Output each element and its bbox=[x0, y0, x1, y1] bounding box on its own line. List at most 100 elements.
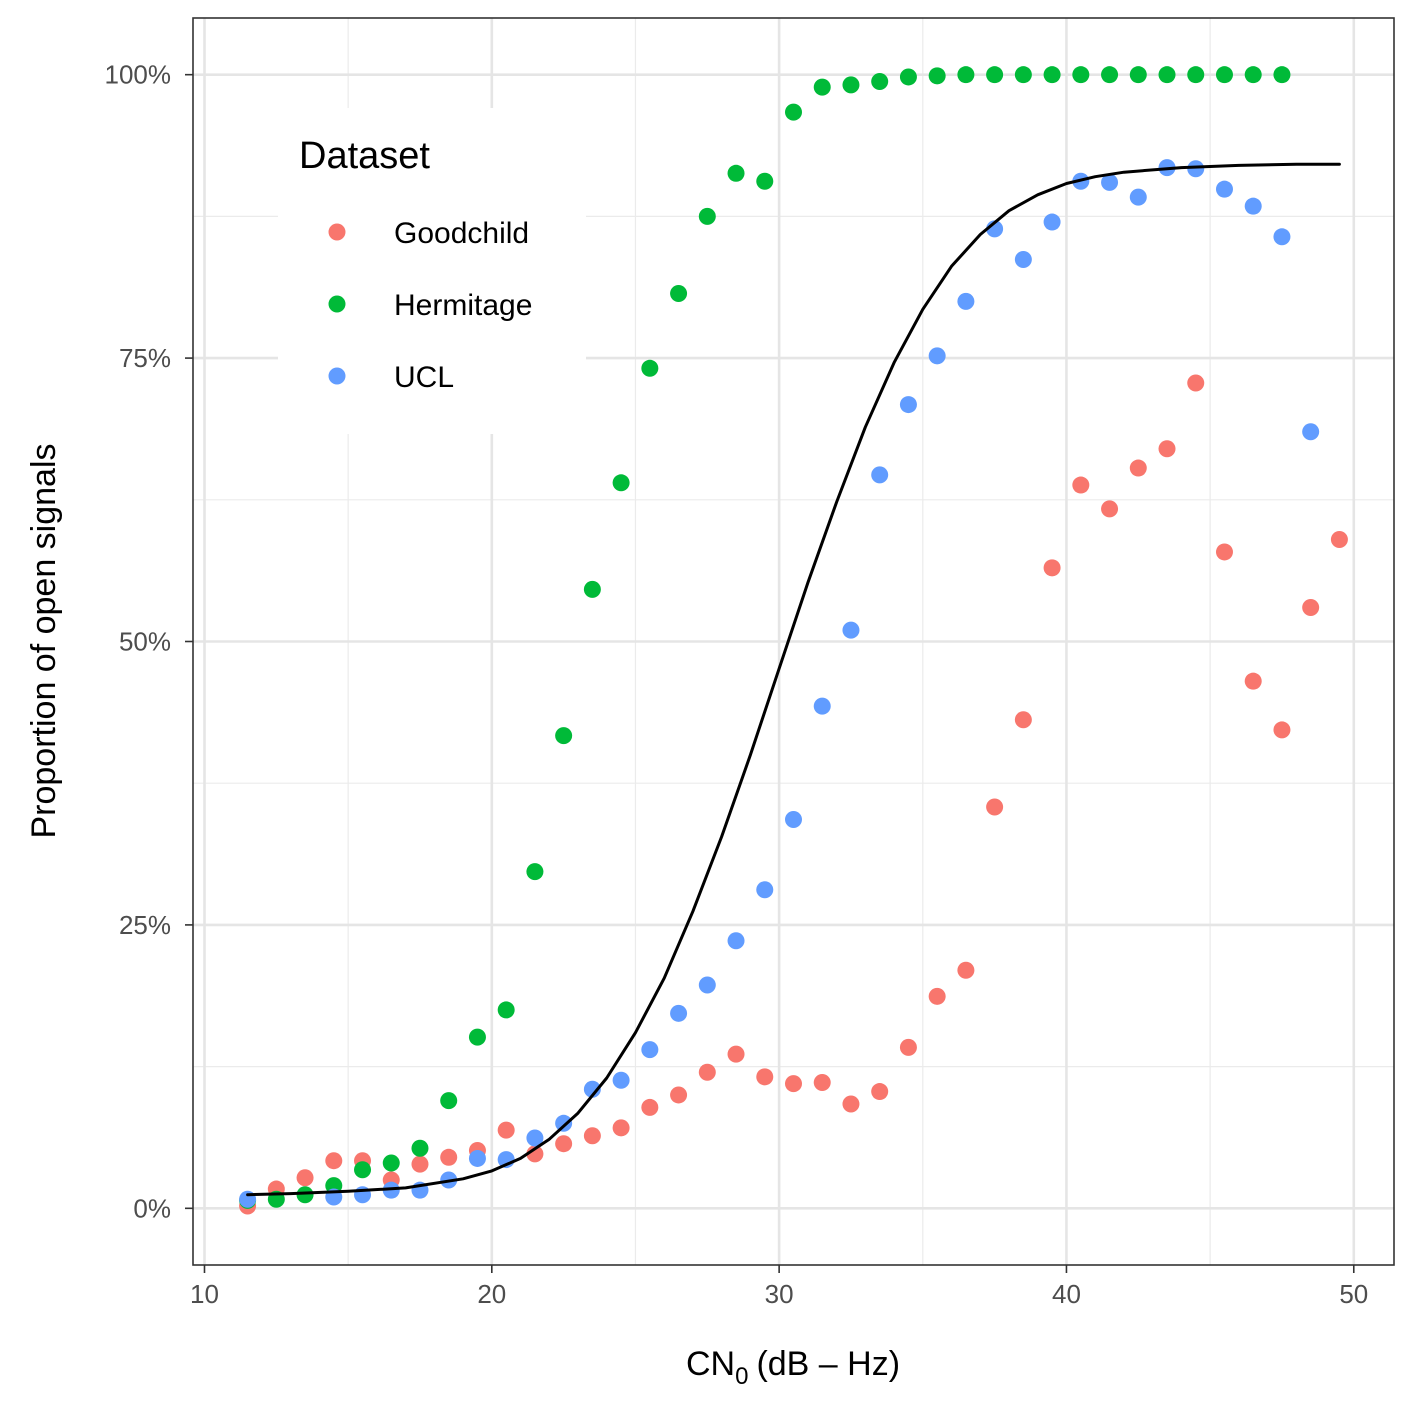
point-hermitage bbox=[1101, 66, 1119, 84]
point-ucl bbox=[698, 976, 716, 994]
point-ucl bbox=[1014, 250, 1032, 268]
legend-key-hermitage bbox=[328, 295, 346, 313]
point-goodchild bbox=[899, 1038, 917, 1056]
point-hermitage bbox=[1043, 66, 1061, 84]
point-hermitage bbox=[1273, 66, 1291, 84]
series-hermitage bbox=[239, 66, 1291, 1209]
point-goodchild bbox=[670, 1086, 688, 1104]
point-hermitage bbox=[555, 727, 573, 745]
point-goodchild bbox=[785, 1075, 802, 1093]
point-hermitage bbox=[727, 164, 745, 182]
point-ucl bbox=[583, 1080, 601, 1098]
legend: Dataset Goodchild Hermitage UCL bbox=[278, 108, 586, 434]
point-goodchild bbox=[986, 798, 1004, 816]
point-ucl bbox=[1187, 160, 1205, 178]
point-goodchild bbox=[813, 1073, 831, 1091]
y-tick-label: 100% bbox=[105, 60, 172, 90]
point-ucl bbox=[1129, 188, 1147, 206]
point-goodchild bbox=[555, 1135, 573, 1153]
series-layer bbox=[239, 66, 1348, 1215]
point-hermitage bbox=[1215, 66, 1233, 84]
point-hermitage bbox=[354, 1161, 372, 1179]
x-tick-label: 10 bbox=[190, 1279, 219, 1309]
point-ucl bbox=[612, 1071, 630, 1089]
series-goodchild bbox=[239, 374, 1348, 1215]
point-hermitage bbox=[411, 1139, 429, 1157]
point-hermitage bbox=[899, 68, 917, 86]
point-goodchild bbox=[871, 1083, 889, 1101]
point-hermitage bbox=[1158, 66, 1176, 84]
legend-label-hermitage: Hermitage bbox=[394, 289, 532, 322]
fit-curve bbox=[246, 162, 1341, 1197]
point-ucl bbox=[1302, 423, 1320, 441]
point-goodchild bbox=[928, 987, 946, 1005]
point-goodchild bbox=[1043, 559, 1061, 577]
point-goodchild bbox=[325, 1152, 343, 1170]
y-tick-label: 25% bbox=[119, 910, 171, 940]
point-ucl bbox=[813, 697, 831, 715]
x-axis-title: CN0 (dB – Hz) bbox=[686, 1345, 900, 1390]
point-goodchild bbox=[296, 1169, 314, 1187]
point-hermitage bbox=[641, 359, 659, 377]
point-ucl bbox=[871, 466, 889, 484]
x-axis-title-subscript: 0 bbox=[735, 1363, 748, 1390]
y-axis-title: Proportion of open signals bbox=[25, 443, 63, 838]
point-hermitage bbox=[440, 1092, 458, 1110]
legend-label-goodchild: Goodchild bbox=[394, 217, 529, 250]
point-hermitage bbox=[698, 207, 716, 225]
x-axis-title-main: CN bbox=[686, 1345, 735, 1383]
point-hermitage bbox=[871, 72, 889, 90]
point-hermitage bbox=[1072, 66, 1090, 84]
point-goodchild bbox=[526, 1145, 544, 1163]
point-goodchild bbox=[842, 1095, 860, 1113]
point-hermitage bbox=[986, 66, 1004, 84]
point-goodchild bbox=[411, 1155, 429, 1173]
point-ucl bbox=[641, 1041, 659, 1059]
point-goodchild bbox=[957, 961, 975, 979]
point-goodchild bbox=[583, 1127, 601, 1145]
point-ucl bbox=[468, 1149, 486, 1167]
major-gridlines bbox=[193, 18, 1394, 1265]
point-ucl bbox=[785, 810, 802, 828]
point-hermitage bbox=[813, 78, 831, 96]
legend-key-goodchild bbox=[328, 223, 346, 241]
point-hermitage bbox=[1129, 66, 1147, 84]
x-tick-label: 30 bbox=[765, 1279, 794, 1309]
point-hermitage bbox=[1187, 66, 1205, 84]
point-goodchild bbox=[756, 1068, 774, 1086]
point-hermitage bbox=[1014, 66, 1032, 84]
point-goodchild bbox=[698, 1063, 716, 1081]
point-ucl bbox=[1101, 173, 1119, 191]
y-tick-label: 50% bbox=[119, 627, 171, 657]
point-hermitage bbox=[756, 172, 774, 190]
x-tick-label: 50 bbox=[1339, 1279, 1368, 1309]
point-goodchild bbox=[1101, 500, 1119, 518]
point-ucl bbox=[899, 396, 917, 414]
point-ucl bbox=[842, 621, 860, 639]
point-hermitage bbox=[670, 284, 688, 302]
point-goodchild bbox=[641, 1098, 659, 1116]
y-tick-label: 0% bbox=[133, 1193, 171, 1223]
point-goodchild bbox=[1014, 711, 1032, 729]
point-hermitage bbox=[785, 103, 802, 121]
point-goodchild bbox=[1072, 476, 1090, 494]
point-ucl bbox=[670, 1004, 688, 1022]
point-hermitage bbox=[1244, 66, 1262, 84]
legend-title: Dataset bbox=[299, 135, 430, 177]
point-goodchild bbox=[1330, 530, 1348, 548]
point-hermitage bbox=[957, 66, 975, 84]
x-tick-label: 40 bbox=[1052, 1279, 1081, 1309]
point-goodchild bbox=[727, 1045, 745, 1063]
point-hermitage bbox=[468, 1028, 486, 1046]
point-goodchild bbox=[497, 1121, 515, 1139]
point-ucl bbox=[1273, 228, 1291, 246]
point-hermitage bbox=[382, 1154, 400, 1172]
point-ucl bbox=[555, 1114, 573, 1132]
point-ucl bbox=[1244, 197, 1262, 215]
point-ucl bbox=[1043, 213, 1061, 231]
point-goodchild bbox=[1158, 440, 1176, 458]
point-ucl bbox=[928, 347, 946, 365]
point-goodchild bbox=[440, 1148, 458, 1166]
point-hermitage bbox=[612, 474, 630, 492]
